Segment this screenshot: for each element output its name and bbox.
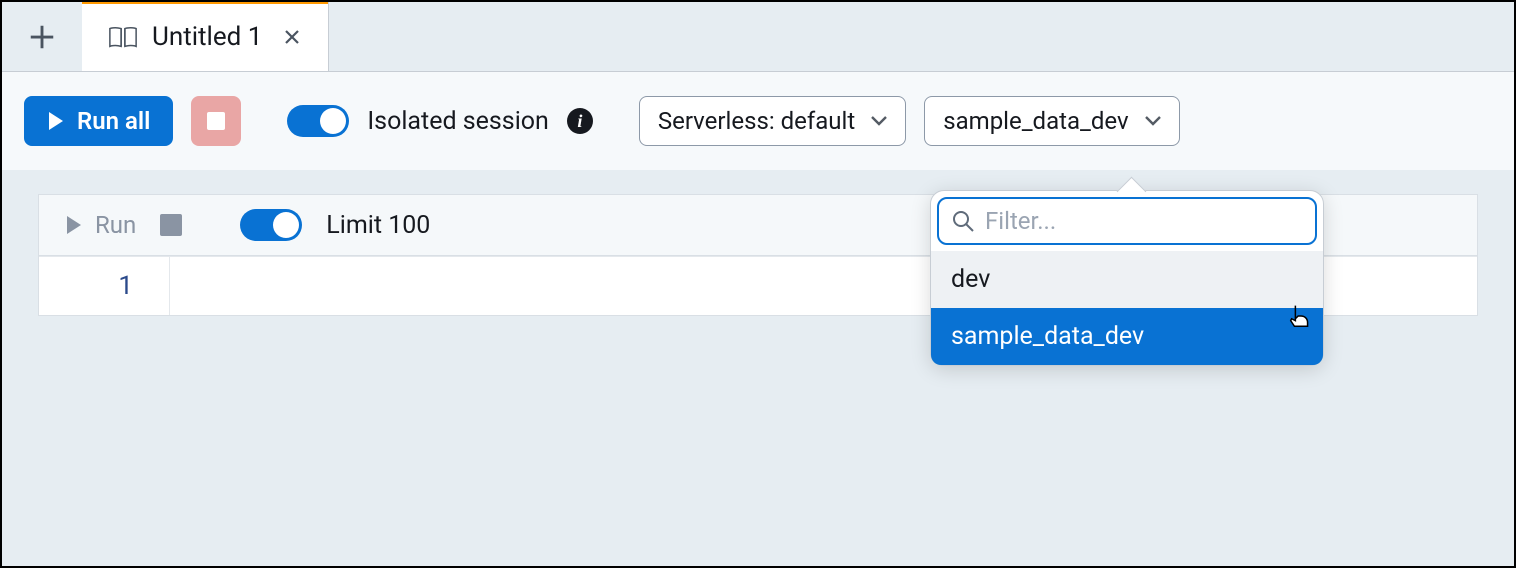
line-number: 1	[118, 271, 133, 301]
limit-label: Limit 100	[326, 211, 430, 240]
toggle-knob	[273, 212, 299, 238]
run-all-button[interactable]: Run all	[24, 96, 173, 146]
line-gutter: 1	[39, 257, 169, 315]
main-toolbar: Run all Isolated session i Serverless: d…	[2, 72, 1514, 170]
chevron-down-icon	[871, 116, 887, 126]
isolated-session-toggle[interactable]	[287, 105, 349, 137]
tab-bar: Untitled 1	[2, 2, 1514, 72]
database-dropdown[interactable]: sample_data_dev	[924, 96, 1179, 146]
cell-run-label: Run	[95, 211, 136, 239]
tab-title: Untitled 1	[152, 22, 262, 52]
play-icon	[65, 215, 83, 235]
notebook-tab[interactable]: Untitled 1	[82, 2, 329, 71]
filter-wrap	[931, 191, 1323, 251]
dropdown-option-dev[interactable]: dev	[931, 251, 1323, 308]
tab-close-button[interactable]	[282, 27, 302, 47]
chevron-down-icon	[1145, 116, 1161, 126]
search-icon	[951, 209, 975, 233]
close-icon	[284, 29, 300, 45]
toggle-knob	[320, 108, 346, 134]
filter-input[interactable]	[985, 207, 1303, 235]
database-dropdown-label: sample_data_dev	[943, 107, 1128, 135]
filter-box[interactable]	[937, 197, 1317, 245]
book-icon	[108, 23, 138, 51]
connection-dropdown-label: Serverless: default	[658, 107, 855, 135]
connection-dropdown[interactable]: Serverless: default	[639, 96, 906, 146]
run-all-label: Run all	[77, 107, 150, 135]
app-frame: Untitled 1 Run all Isolated session i Se…	[0, 0, 1516, 568]
limit-toggle[interactable]	[240, 209, 302, 241]
cell-stop-button[interactable]	[160, 214, 182, 236]
option-label: sample_data_dev	[951, 322, 1144, 351]
cell-run-button[interactable]: Run	[65, 211, 136, 239]
plus-icon	[27, 22, 57, 52]
pointer-cursor-icon	[1286, 300, 1316, 330]
dropdown-option-sample-data-dev[interactable]: sample_data_dev	[931, 308, 1323, 365]
play-icon	[47, 111, 65, 131]
stop-icon	[207, 112, 225, 130]
database-dropdown-popup: dev sample_data_dev	[930, 190, 1324, 366]
option-label: dev	[951, 265, 990, 294]
add-tab-button[interactable]	[2, 2, 82, 71]
stop-all-button[interactable]	[191, 96, 241, 146]
info-icon[interactable]: i	[567, 108, 593, 134]
isolated-session-label: Isolated session	[367, 107, 548, 136]
